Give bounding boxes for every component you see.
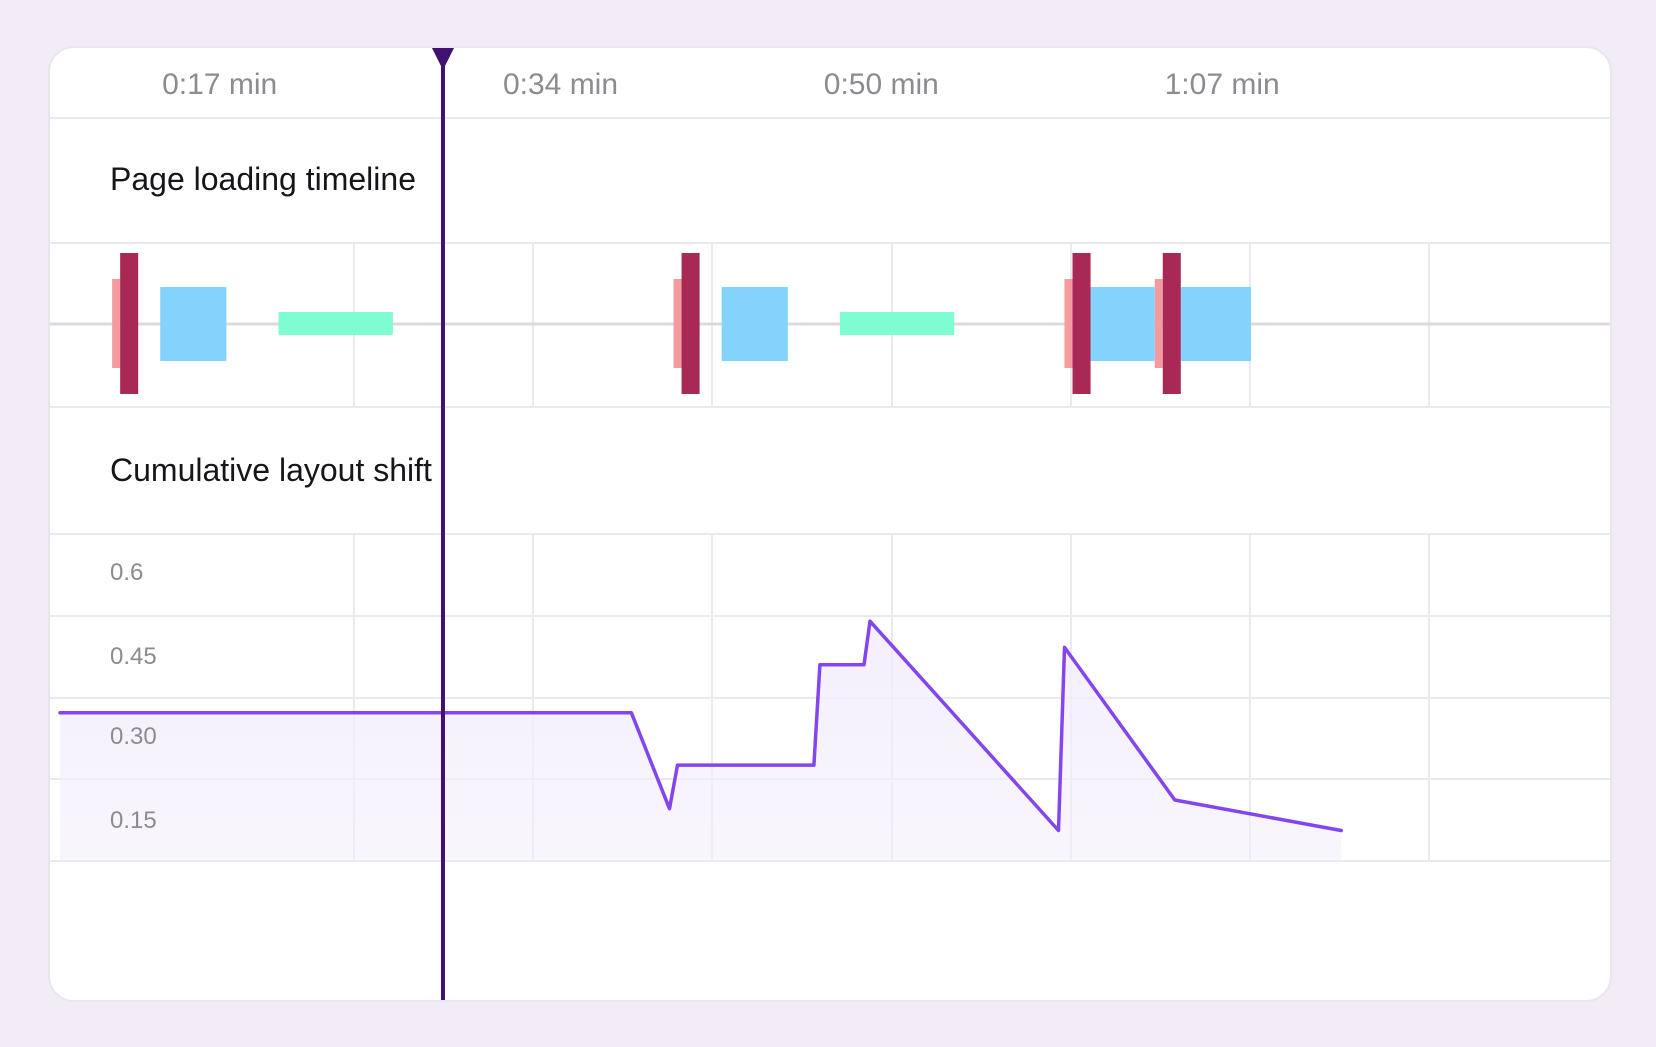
- pink-bar-0: [112, 279, 121, 368]
- pink-bar-3: [1154, 279, 1163, 368]
- time-tick-label-2: 0:50 min: [824, 68, 939, 101]
- pink-bar-1: [673, 279, 682, 368]
- crimson-bar-3: [1162, 253, 1181, 394]
- time-tick-label-1: 0:34 min: [503, 68, 618, 101]
- chart-svg: 0:17 min 0:34 min 0:50 min 1:07 min Page loa…: [50, 48, 1610, 1000]
- loading-timeline-title: Page loading timeline: [110, 161, 416, 197]
- cls-chart: [58, 619, 1343, 861]
- mint-bar-1: [839, 312, 955, 335]
- cls-y-label-1: 0.45: [110, 643, 157, 670]
- playhead: [431, 48, 454, 1000]
- loading-timeline: [112, 253, 1251, 394]
- blue-bar-2: [1090, 287, 1155, 361]
- cls-y-label-3: 0.15: [110, 807, 157, 834]
- mint-bar-0: [278, 312, 393, 335]
- labels: 0:17 min 0:34 min 0:50 min 1:07 min Page loa…: [110, 68, 1280, 834]
- cls-title: Cumulative layout shift: [110, 452, 432, 488]
- time-tick-label-0: 0:17 min: [162, 68, 277, 101]
- cls-y-label-0: 0.6: [110, 559, 143, 586]
- cls-y-label-2: 0.30: [110, 723, 157, 750]
- cls-line: [58, 619, 1343, 833]
- time-tick-label-3: 1:07 min: [1165, 68, 1280, 101]
- blue-bar-1: [721, 287, 788, 361]
- chart-panel: 0:17 min 0:34 min 0:50 min 1:07 min Page loa…: [48, 46, 1612, 1002]
- blue-bar-3: [1180, 287, 1251, 361]
- crimson-bar-1: [681, 253, 700, 394]
- crimson-bar-2: [1072, 253, 1091, 394]
- crimson-bar-0: [120, 253, 139, 394]
- blue-bar-0: [160, 287, 227, 361]
- pink-bar-2: [1064, 279, 1073, 368]
- cls-area-fill: [60, 621, 1342, 861]
- playhead-handle[interactable]: [431, 48, 454, 70]
